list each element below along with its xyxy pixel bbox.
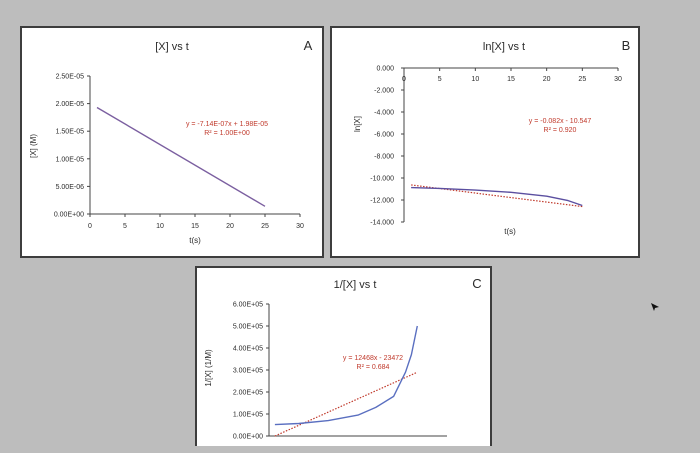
x-tick-label: 10 [471,76,479,83]
panel-letter: A [304,38,313,53]
data-series-line [96,106,266,207]
y-tick-label: -2.000 [374,88,394,95]
y-tick-label: -8.000 [374,154,394,161]
chart-c: 1/[X] vs t C 0.00E+00 1.00E+05 2.00E+05 3.00E… [204,276,482,441]
data-series-line [411,186,583,207]
y-tick-label: -12.000 [370,198,394,205]
x-axis-label: t(s) [504,227,516,236]
y-tick-label: 2.50E-05 [56,74,85,81]
panel-a: [X] vs t A 0.00E+00 5.00E-06 1.00E-05 1.50E-0… [20,26,324,258]
y-tick-label: 3.00E+05 [233,368,263,375]
x-tick-label: 10 [156,223,164,230]
panel-letter: B [622,38,631,53]
panel-c: 1/[X] vs t C 0.00E+00 1.00E+05 2.00E+05 3.00E… [195,266,492,446]
x-tick-label: 30 [614,76,622,83]
trend-equation: y = 12468x - 23472 [343,355,403,362]
mouse-cursor-icon [651,303,659,311]
chart-b: ln[X] vs t B 0.000 -2.000 -4.000 -6.000 -8.000… [353,38,631,236]
y-tick-label: 4.00E+05 [233,346,263,353]
x-tick-label: 20 [543,76,551,83]
y-tick-label: 0.00E+00 [233,434,263,441]
x-tick-label: 5 [438,76,442,83]
y-tick-label: 0.00E+00 [54,212,84,219]
x-tick-label: 0 [88,223,92,230]
data-series-line [274,325,418,426]
r-squared-label: R² = 0.684 [357,364,390,371]
y-tick-label: -4.000 [374,110,394,117]
chart-a: [X] vs t A 0.00E+00 5.00E-06 1.00E-05 1.50E-0… [29,38,313,245]
r-squared-label: R² = 0.920 [544,127,577,134]
chart-title: ln[X] vs t [483,41,525,53]
y-tick-label: 5.00E+05 [233,324,263,331]
y-tick-label: -14.000 [370,220,394,227]
y-axis-label: 1/[X] (1/M) [204,349,213,387]
x-tick-label: 15 [191,223,199,230]
panel-b: ln[X] vs t B 0.000 -2.000 -4.000 -6.000 -8.000… [330,26,640,258]
chart-title: [X] vs t [155,41,189,53]
x-tick-label: 25 [261,223,269,230]
x-tick-label: 20 [226,223,234,230]
x-tick-label: 5 [123,223,127,230]
y-tick-label: 2.00E-05 [56,101,85,108]
y-axis-label: ln[X] [353,116,362,132]
y-tick-label: 6.00E+05 [233,302,263,309]
y-tick-label: 5.00E-06 [56,184,85,191]
r-squared-label: R² = 1.00E+00 [204,130,250,137]
x-tick-label: 15 [507,76,515,83]
y-tick-label: 1.00E+05 [233,412,263,419]
trend-equation: y = -0.082x - 10.547 [529,118,592,125]
y-tick-label: 1.00E-05 [56,156,85,163]
trendline [274,371,418,437]
x-tick-label: 30 [296,223,304,230]
y-tick-label: -6.000 [374,132,394,139]
y-axis-label: [X] (M) [29,134,38,158]
x-tick-label: 25 [578,76,586,83]
y-tick-label: 2.00E+05 [233,390,263,397]
y-tick-label: 1.50E-05 [56,129,85,136]
y-tick-label: 0.000 [376,66,394,73]
x-axis-label: t(s) [189,236,201,245]
chart-title: 1/[X] vs t [334,279,377,291]
trend-equation: y = -7.14E-07x + 1.98E-05 [186,121,268,128]
y-tick-label: -10.000 [370,176,394,183]
panel-letter: C [472,276,481,291]
x-tick-label: 0 [402,76,406,83]
